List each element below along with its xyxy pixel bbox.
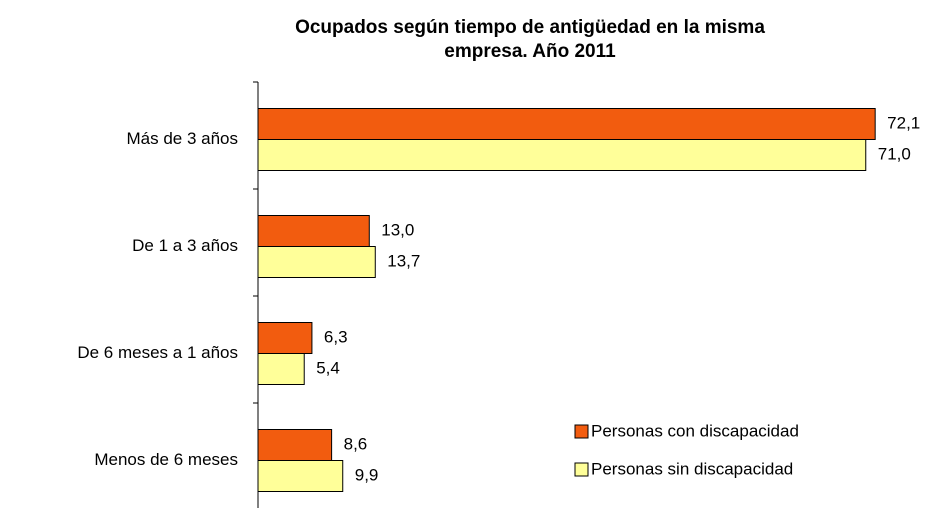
bar <box>257 322 313 354</box>
legend-swatch <box>574 424 589 439</box>
chart-title: Ocupados según tiempo de antigüedad en l… <box>295 17 765 38</box>
value-label: 71,0 <box>878 144 911 163</box>
legend-label: Personas con discapacidad <box>591 421 799 440</box>
bar <box>257 353 305 385</box>
y-tick-label: Más de 3 años <box>126 129 238 148</box>
bar <box>257 108 876 140</box>
bar <box>257 139 867 171</box>
bar <box>257 246 376 278</box>
legend-label: Personas sin discapacidad <box>591 459 793 478</box>
legend-swatch <box>574 462 589 477</box>
bar <box>257 429 333 461</box>
value-label: 13,7 <box>387 251 420 270</box>
y-tick-label: De 1 a 3 años <box>132 236 238 255</box>
y-tick-label: Menos de 6 meses <box>94 450 238 469</box>
chart-title: empresa. Año 2011 <box>444 41 616 62</box>
value-label: 72,1 <box>887 113 920 132</box>
value-label: 13,0 <box>381 220 414 239</box>
value-label: 8,6 <box>344 434 368 453</box>
bar <box>257 215 370 247</box>
y-tick-label: De 6 meses a 1 años <box>77 343 238 362</box>
value-label: 5,4 <box>316 358 340 377</box>
bar <box>257 460 344 492</box>
value-label: 9,9 <box>355 465 379 484</box>
value-label: 6,3 <box>324 327 348 346</box>
